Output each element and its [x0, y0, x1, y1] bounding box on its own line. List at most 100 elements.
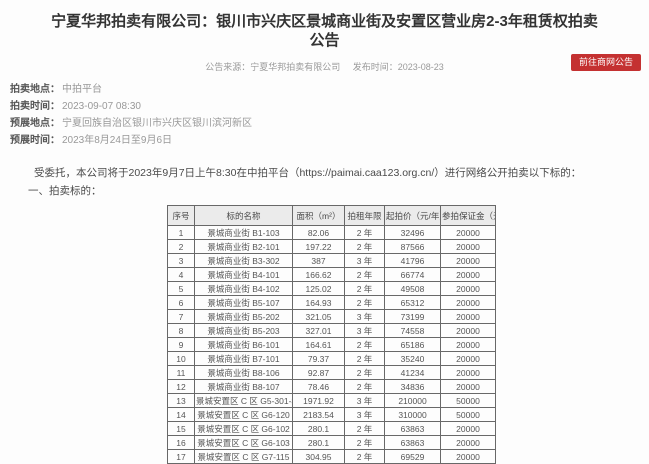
table-cell: 74558 [384, 323, 441, 338]
table-cell: 280.1 [292, 435, 345, 450]
auction-location-row: 拍卖地点： 中拍平台 [10, 81, 440, 98]
table-row: 6 景城商业街 B5-107 164.93 2 年 65312 20000 [167, 295, 496, 310]
table-cell: 景城商业街 B4-101 [194, 267, 293, 282]
table-row: 9 景城商业街 B6-101 164.61 2 年 65186 20000 [167, 337, 496, 352]
table-cell: 8 [167, 323, 195, 338]
table-cell: 69529 [384, 449, 441, 464]
table-cell: 2 年 [344, 379, 385, 394]
table-cell: 景城商业街 B4-102 [194, 281, 293, 296]
table-cell: 17 [167, 449, 195, 464]
go-to-announcement-button[interactable]: 前往商网公告 [570, 54, 641, 71]
table-cell: 16 [167, 435, 195, 450]
auction-time-label: 拍卖时间： [10, 101, 60, 112]
table-cell: 2 年 [344, 267, 385, 282]
table-cell: 20000 [440, 225, 496, 240]
header-area: 面积（m²） [292, 205, 345, 226]
table-cell: 20000 [440, 239, 496, 254]
table-cell: 20000 [440, 351, 496, 366]
table-cell: 13 [167, 393, 195, 408]
table-cell: 41796 [384, 253, 441, 268]
table-cell: 327.01 [292, 323, 345, 338]
table-cell: 2 年 [344, 449, 385, 464]
lots-table: 序号 标的名称 面积（m²） 拍租年限 起拍价（元/年） 参拍保证金（元） 1景… [167, 205, 496, 464]
preview-time-row: 预展时间： 2023年8月24日至9月6日 [10, 132, 440, 149]
table-row: 11 景城商业街 B8-106 92.87 2 年 41234 20000 [167, 365, 496, 380]
table-row: 15 景城安置区 C 区 G6-102 280.1 2 年 63863 20000 [167, 421, 496, 436]
table-cell: 210000 [384, 393, 441, 408]
table-row: 17 景城安置区 C 区 G7-115 304.95 2 年 69529 20000 [167, 449, 496, 464]
preview-time-value: 2023年8月24日至9月6日 [62, 135, 173, 146]
table-cell: 20000 [440, 253, 496, 268]
table-cell: 20000 [440, 435, 496, 450]
table-cell: 73199 [384, 309, 441, 324]
table-cell: 3 年 [344, 309, 385, 324]
table-cell: 景城商业街 B3-302 [194, 253, 293, 268]
table-cell: 92.87 [292, 365, 345, 380]
table-cell: 3 年 [344, 407, 385, 422]
table-cell: 35240 [384, 351, 441, 366]
table-cell: 景城安置区 C 区 G6-120 [194, 407, 293, 422]
table-cell: 景城商业街 B6-101 [194, 337, 293, 352]
table-cell: 20000 [440, 295, 496, 310]
table-cell: 78.46 [292, 379, 345, 394]
table-cell: 5 [167, 281, 195, 296]
table-cell: 景城安置区 C 区 G6-102 [194, 421, 293, 436]
preview-location-value: 宁夏回族自治区银川市兴庆区银川滨河新区 [62, 118, 252, 129]
table-cell: 4 [167, 267, 195, 282]
table-cell: 63863 [384, 435, 441, 450]
table-row: 12 景城商业街 B8-107 78.46 2 年 34836 20000 [167, 379, 496, 394]
table-cell: 3 [167, 253, 195, 268]
table-cell: 7 [167, 309, 195, 324]
table-cell: 87566 [384, 239, 441, 254]
table-cell: 3 年 [344, 253, 385, 268]
auction-time-row: 拍卖时间： 2023-09-07 08:30 [10, 98, 440, 115]
table-cell: 50000 [440, 393, 496, 408]
table-cell: 2 年 [344, 435, 385, 450]
table-cell: 41234 [384, 365, 441, 380]
table-cell: 2 [167, 239, 195, 254]
table-cell: 景城安置区 C 区 G6-103 [194, 435, 293, 450]
table-cell: 20000 [440, 323, 496, 338]
source-line: 公告来源：宁夏华邦拍卖有限公司 发布时间：2023-08-23 [0, 60, 649, 73]
table-cell: 2 年 [344, 365, 385, 380]
table-cell: 20000 [440, 337, 496, 352]
header-start-price: 起拍价（元/年） [384, 205, 441, 226]
intro-paragraph: 受委托，本公司将于2023年9月7日上午8:30在中拍平台（https://pa… [34, 167, 582, 179]
header-lot-name: 标的名称 [194, 205, 293, 226]
table-cell: 2 年 [344, 239, 385, 254]
header-seq: 序号 [167, 205, 195, 226]
table-cell: 景城商业街 B1-103 [194, 225, 293, 240]
table-row: 3 景城商业街 B3-302 387 3 年 41796 20000 [167, 253, 496, 268]
table-cell: 景城商业街 B7-101 [194, 351, 293, 366]
table-row: 14 景城安置区 C 区 G6-120 2183.54 3 年 310000 50000 [167, 407, 496, 422]
table-cell: 2 年 [344, 295, 385, 310]
table-cell: 34836 [384, 379, 441, 394]
table-row: 4 景城商业街 B4-101 166.62 2 年 66774 20000 [167, 267, 496, 282]
table-cell: 63863 [384, 421, 441, 436]
table-cell: 2 年 [344, 337, 385, 352]
table-cell: 景城商业街 B8-106 [194, 365, 293, 380]
header-deposit: 参拍保证金（元） [440, 205, 496, 226]
table-cell: 6 [167, 295, 195, 310]
table-cell: 164.61 [292, 337, 345, 352]
table-cell: 2 年 [344, 281, 385, 296]
table-cell: 景城商业街 B5-203 [194, 323, 293, 338]
table-cell: 20000 [440, 309, 496, 324]
table-cell: 280.1 [292, 421, 345, 436]
table-cell: 2 年 [344, 225, 385, 240]
table-cell: 321.05 [292, 309, 345, 324]
table-cell: 2 年 [344, 421, 385, 436]
table-cell: 79.37 [292, 351, 345, 366]
page-title: 宁夏华邦拍卖有限公司：银川市兴庆区景城商业街及安置区营业房2-3年租赁权拍卖公告 [51, 13, 598, 49]
auction-info-list: 拍卖地点： 中拍平台 拍卖时间： 2023-09-07 08:30 预展地点： … [10, 81, 440, 149]
table-row: 10 景城商业街 B7-101 79.37 2 年 35240 20000 [167, 351, 496, 366]
auction-location-label: 拍卖地点： [10, 84, 60, 95]
table-cell: 65186 [384, 337, 441, 352]
table-row: 16 景城安置区 C 区 G6-103 280.1 2 年 63863 20000 [167, 435, 496, 450]
table-cell: 景城商业街 B5-107 [194, 295, 293, 310]
auction-location-value: 中拍平台 [62, 84, 102, 95]
table-cell: 景城商业街 B5-202 [194, 309, 293, 324]
table-cell: 20000 [440, 449, 496, 464]
table-cell: 20000 [440, 421, 496, 436]
